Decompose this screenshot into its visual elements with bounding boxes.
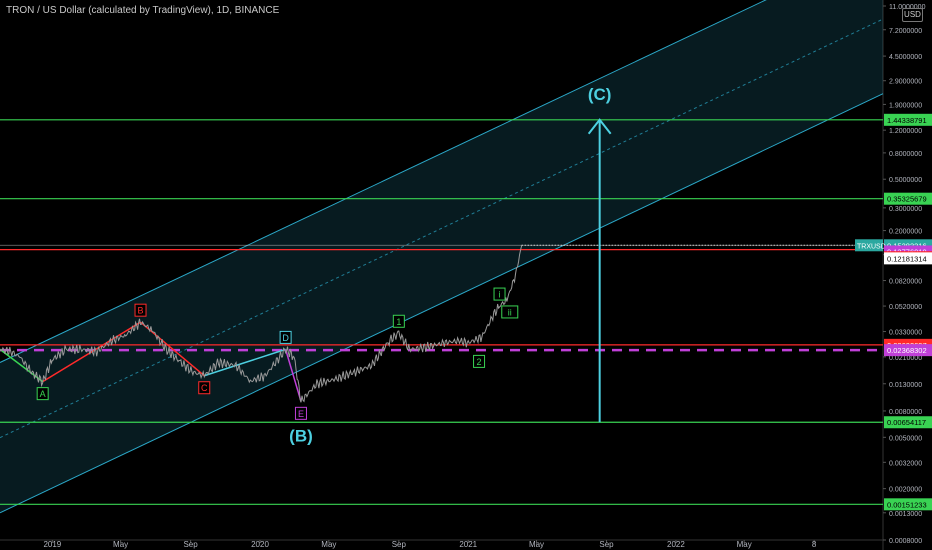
currency-button[interactable]: USD — [902, 8, 923, 22]
x-tick-label: 8 — [812, 540, 817, 549]
wave-segment — [42, 321, 141, 383]
wave-label-big: (B) — [289, 426, 313, 445]
level-price-label: 1.44338791 — [887, 116, 927, 125]
y-tick-label: 0.5000000 — [889, 177, 922, 184]
y-tick-label: 0.8000000 — [889, 151, 922, 158]
price-tag — [884, 252, 932, 265]
x-tick-label: 2021 — [459, 540, 477, 549]
target-arrow-head — [587, 118, 612, 135]
channel-upper-line — [0, 0, 767, 363]
level-price-tag — [884, 344, 932, 357]
y-tick-label: 1.9000000 — [889, 102, 922, 109]
y-tick-label: 2.9000000 — [889, 79, 922, 86]
level-price-tag — [884, 416, 932, 429]
y-tick-label: 0.0013000 — [889, 511, 922, 518]
wave-label: i — [499, 290, 501, 300]
y-tick-label: 0.0130000 — [889, 382, 922, 389]
wave-segment — [204, 348, 286, 377]
wave-label-box — [392, 314, 405, 328]
symbol-tag-label: TRXUSD — [857, 243, 886, 250]
price-axis — [883, 0, 932, 550]
y-tick-label: 0.0032000 — [889, 460, 922, 467]
y-tick-label: 0.0020000 — [889, 487, 922, 494]
price-series-line — [0, 245, 523, 403]
wave-label: A — [40, 389, 46, 399]
y-tick-label: 1.2000000 — [889, 128, 922, 135]
y-tick-label: 0.0210000 — [889, 355, 922, 362]
channel-lower-line — [0, 93, 884, 514]
wave-label: D — [282, 333, 289, 343]
y-tick-label: 0.0008000 — [889, 538, 922, 545]
y-tick-label: 11.0000000 — [889, 4, 926, 11]
y-tick-label: 0.2000000 — [889, 229, 922, 236]
wave-label-box — [134, 303, 147, 317]
wave-label: ii — [508, 307, 512, 317]
wave-label-big: (C) — [588, 85, 612, 104]
x-tick-label: 2022 — [667, 540, 685, 549]
x-tick-label: May — [321, 540, 336, 549]
wave-label-box — [493, 287, 506, 301]
x-tick-label: 2020 — [251, 540, 269, 549]
wave-segment — [140, 321, 205, 377]
wave-label-box — [36, 387, 49, 401]
y-tick-label: 0.0080000 — [889, 409, 922, 416]
wave-label-box — [294, 406, 307, 420]
y-tick-label: 4.5000000 — [889, 54, 922, 61]
x-tick-label: Sep — [392, 540, 407, 549]
level-price-label: 0.35325679 — [887, 195, 927, 204]
y-tick-label: 7.2000000 — [889, 28, 922, 35]
level-price-label: 0.02368302 — [887, 346, 927, 355]
x-tick-label: 2019 — [43, 540, 61, 549]
wave-label-box — [473, 354, 486, 368]
level-price-label: 0.00654117 — [887, 418, 926, 427]
wave-segment — [284, 349, 302, 402]
price-tag-label: 0.12181314 — [887, 254, 927, 263]
wave-label: E — [298, 409, 304, 419]
level-price-tag — [884, 113, 932, 126]
wave-label: B — [138, 306, 144, 316]
x-tick-label: May — [113, 540, 128, 549]
x-tick-label: Sep — [599, 540, 614, 549]
chart-title: TRON / US Dollar (calculated by TradingV… — [6, 5, 280, 16]
level-price-tag — [884, 192, 932, 205]
y-tick-label: 0.3000000 — [889, 206, 922, 213]
wave-label-box — [501, 305, 519, 319]
symbol-tag — [855, 239, 883, 252]
x-tick-label: May — [737, 540, 752, 549]
wave-label-box — [198, 381, 211, 395]
wave-label: C — [201, 383, 208, 393]
y-tick-label: 0.0520000 — [889, 304, 922, 311]
wave-label-box — [279, 330, 292, 344]
channel-fill — [0, 0, 883, 513]
level-price-label: 0.00151233 — [887, 500, 927, 509]
x-tick-label: Sep — [183, 540, 198, 549]
y-tick-label: 0.0330000 — [889, 330, 922, 337]
wave-label: 2 — [477, 357, 482, 367]
y-tick-label: 0.0820000 — [889, 279, 922, 286]
channel-median-line — [0, 18, 884, 439]
x-tick-label: May — [529, 540, 544, 549]
wave-label: 1 — [396, 317, 401, 327]
level-price-tag — [884, 498, 932, 511]
y-tick-label: 0.0050000 — [889, 435, 922, 442]
